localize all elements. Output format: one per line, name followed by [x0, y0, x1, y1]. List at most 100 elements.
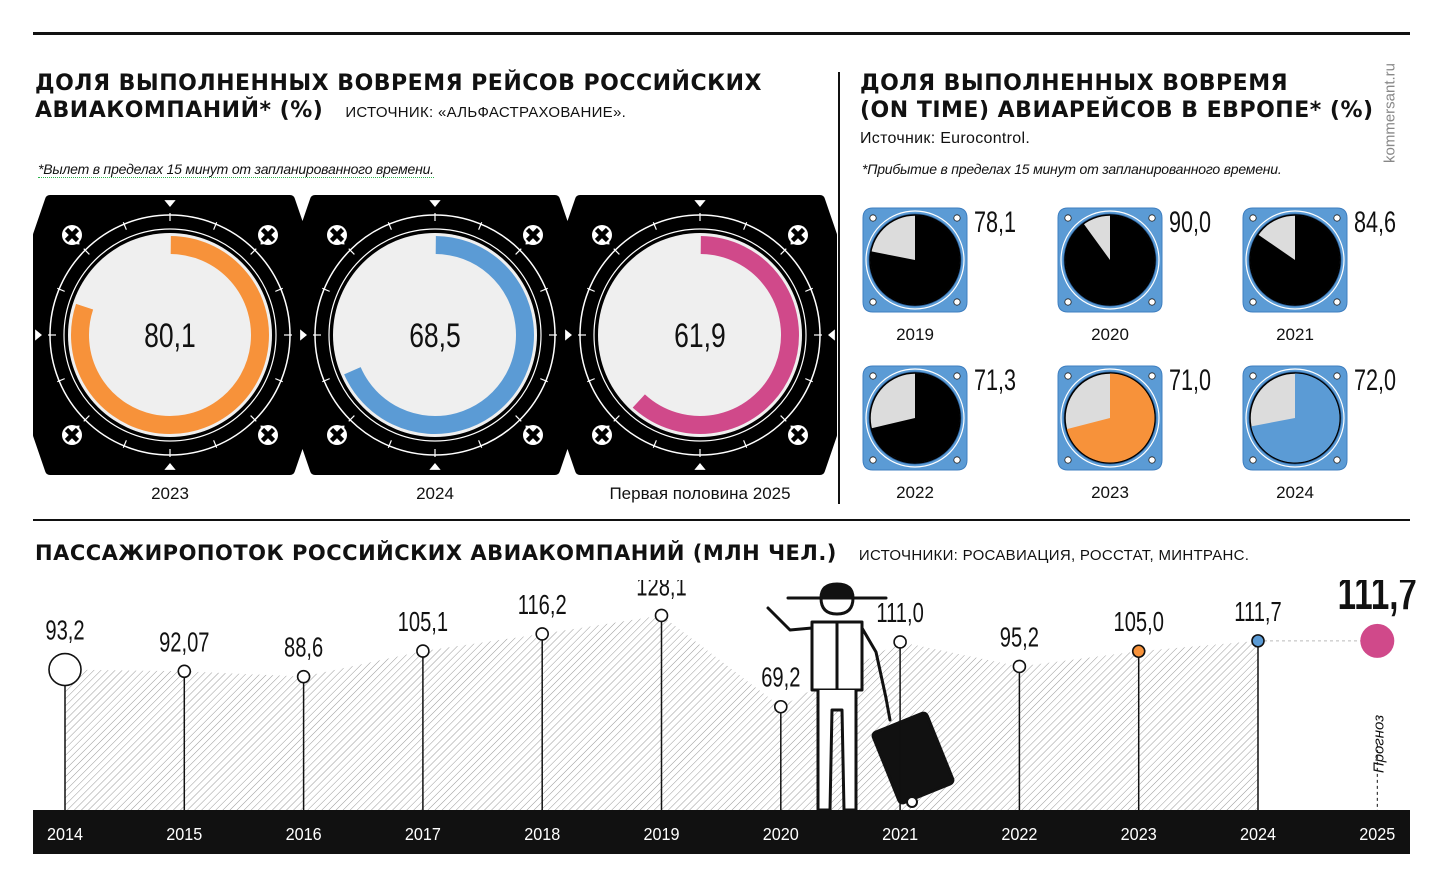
- screw-slot-icon: [525, 227, 541, 243]
- data-point: [296, 669, 311, 684]
- screw-icon: [953, 298, 961, 306]
- screw-icon: [953, 456, 961, 464]
- data-value-label: 111,0: [876, 598, 923, 629]
- gauge-tick: [515, 248, 522, 255]
- traveller-figure-icon: [766, 582, 955, 812]
- data-point: [1251, 634, 1265, 648]
- gauge-tick: [805, 378, 813, 383]
- screw-slot-icon: [260, 227, 276, 243]
- europe-note: *Прибытие в пределах 15 минут от заплани…: [862, 161, 1282, 177]
- gauge-value-label: 72,0: [1354, 362, 1396, 396]
- screw-slot-icon: [594, 227, 610, 243]
- year-tick-label: 2025: [1359, 824, 1395, 844]
- gauge-inner-ring: [63, 228, 277, 442]
- russia-source: Источник: «Альфастрахование».: [345, 104, 627, 121]
- data-value-label: 105,1: [398, 607, 448, 638]
- gauge-value-label: 80,1: [144, 317, 196, 355]
- year-tick-label: 2016: [286, 824, 322, 844]
- screw-icon: [953, 372, 961, 380]
- gauge-tick: [613, 248, 620, 255]
- data-value-label: 93,2: [45, 615, 84, 646]
- passengers-chart: 93,2 2014 92,07 2015 88,6 2016 105,1 2017 116,2 2…: [33, 580, 1417, 854]
- gauge-tick: [213, 222, 218, 230]
- data-point: [893, 635, 907, 649]
- year-tick-label: 2020: [763, 824, 799, 844]
- gauge-tick: [613, 415, 620, 422]
- screw-icon: [1333, 372, 1341, 380]
- gauge-tick: [122, 440, 127, 448]
- gauge-marker-icon: [694, 463, 706, 470]
- gauge-tick: [780, 415, 787, 422]
- gauge-year-label: 2021: [1276, 325, 1314, 344]
- gauge-year-label: 2019: [896, 325, 934, 344]
- gauge-tick: [83, 248, 90, 255]
- gauge-tick: [387, 222, 392, 230]
- screw-icon: [1148, 214, 1156, 222]
- gauge-tick: [250, 248, 257, 255]
- year-tick-label: 2019: [643, 824, 679, 844]
- passengers-title: Пассажиропоток российских авиакомпаний (…: [35, 540, 1249, 569]
- gauge-marker-icon: [828, 329, 835, 341]
- gauge-year-label: Первая половина 2025: [609, 484, 790, 503]
- gauge-tick: [478, 222, 483, 230]
- data-value-label: 69,2: [761, 663, 800, 694]
- screw-slot-icon: [260, 427, 276, 443]
- gauge-year-label: 2022: [896, 483, 934, 502]
- gauge-marker-icon: [164, 200, 176, 207]
- gauge-tick: [780, 248, 787, 255]
- screw-slot-icon: [790, 427, 806, 443]
- gauge-tick: [515, 415, 522, 422]
- gauge-marker-icon: [429, 463, 441, 470]
- europe-title-line2: (on time) авиарейсов в Европе* (%): [860, 98, 1374, 123]
- europe-gauges: 78,1 2019 90,0 2020 84,6 2021 71,3 2022 71,0 2023…: [862, 204, 1396, 502]
- year-tick-label: 2022: [1001, 824, 1037, 844]
- screw-slot-icon: [329, 427, 345, 443]
- europe-title-line1: Доля выполненных вовремя: [860, 71, 1289, 96]
- screw-slot-icon: [64, 227, 80, 243]
- gauge-tick: [275, 378, 283, 383]
- gauge-tick: [348, 415, 355, 422]
- gauge-year-label: 2020: [1091, 325, 1129, 344]
- gauge-outer-ring: [865, 210, 965, 310]
- gauge-marker-icon: [164, 463, 176, 470]
- gauge-outer-ring: [1060, 368, 1160, 468]
- europe-title: Доля выполненных вовремя (on time) авиар…: [860, 70, 1374, 124]
- gauge-value-label: 84,6: [1354, 204, 1396, 238]
- forecast-label: Прогноз: [1370, 715, 1387, 773]
- gauge-tick: [587, 287, 595, 292]
- brand-logo: kommersant.ru: [1380, 55, 1400, 170]
- screw-icon: [1333, 298, 1341, 306]
- screw-icon: [869, 298, 877, 306]
- russia-gauges: 80,1 2023 68,5 2024 61,9 Первая половина 2025: [33, 195, 837, 503]
- screw-icon: [1148, 372, 1156, 380]
- gauge-tick: [57, 378, 65, 383]
- data-value-label: 92,07: [159, 627, 209, 658]
- gauge-year-label: 2024: [416, 484, 454, 503]
- gauge-tick: [805, 287, 813, 292]
- data-value-label: 111,7: [1234, 597, 1281, 628]
- gauge-value-label: 78,1: [974, 204, 1016, 238]
- gauge-value-arc: [71, 236, 269, 434]
- screw-icon: [1064, 456, 1072, 464]
- russia-title-line1: Доля выполненных вовремя рейсов российск…: [35, 71, 762, 96]
- arm-raised: [766, 606, 814, 632]
- gauge-tick: [387, 440, 392, 448]
- screw-icon: [1249, 456, 1257, 464]
- top-rule: [33, 32, 1410, 35]
- data-point: [177, 664, 192, 679]
- gauge-marker-icon: [300, 329, 307, 341]
- screw-slot-icon: [329, 227, 345, 243]
- data-point: [654, 608, 669, 623]
- gauge-outer-ring: [865, 368, 965, 468]
- data-value-label: 95,2: [1000, 622, 1039, 653]
- gauge-year-label: 2023: [151, 484, 189, 503]
- data-point: [535, 627, 550, 641]
- gauge-outer-ring: [1060, 210, 1160, 310]
- gauge-value-wedge: [1250, 215, 1340, 305]
- legs: [816, 688, 858, 812]
- gauge-value-label: 68,5: [409, 317, 461, 355]
- gauge-marker-icon: [429, 200, 441, 207]
- middle-rule: [33, 519, 1410, 521]
- data-value-label: 128,1: [636, 580, 686, 602]
- screw-icon: [1148, 456, 1156, 464]
